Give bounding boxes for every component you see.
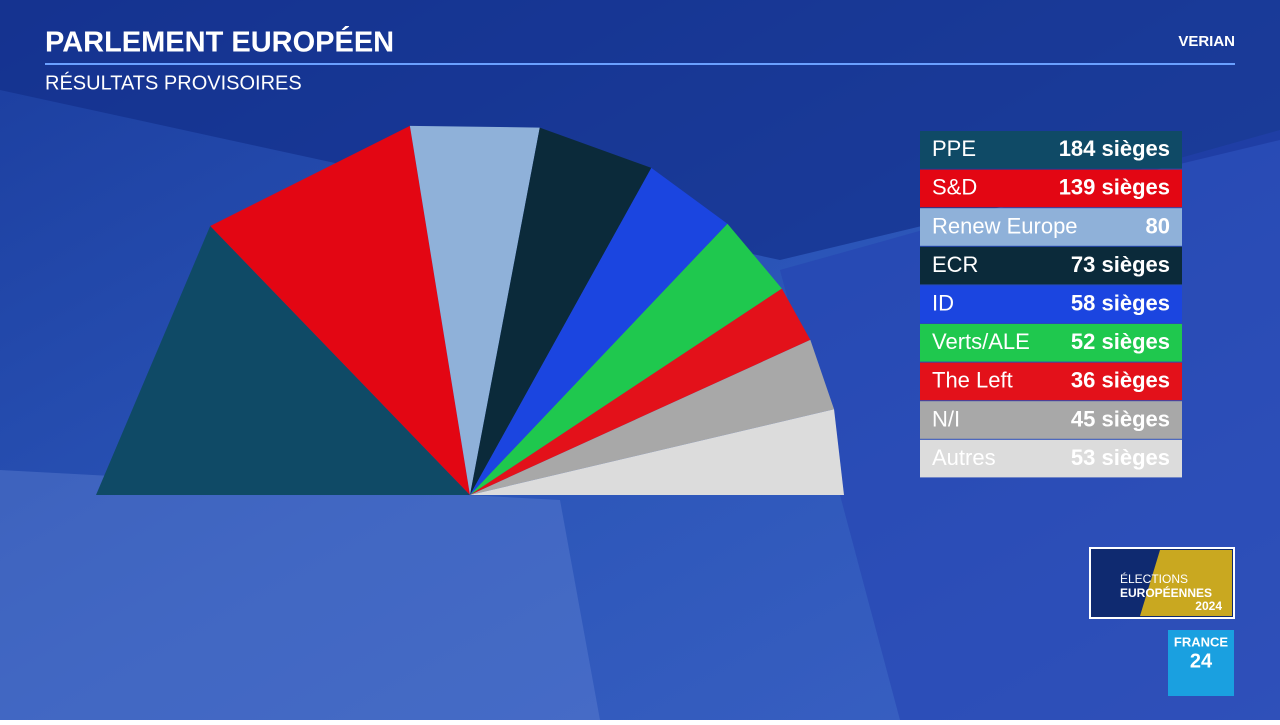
badge-text: 2024 bbox=[1195, 599, 1222, 613]
value-label: 52 sièges bbox=[1071, 329, 1170, 354]
legend-swatch bbox=[920, 401, 1182, 439]
value-label: 58 sièges bbox=[1071, 291, 1170, 316]
wedge bbox=[210, 125, 471, 496]
legend-swatch bbox=[920, 131, 1182, 169]
wedge bbox=[470, 339, 835, 495]
legend-swatch bbox=[920, 324, 1182, 362]
background-building bbox=[0, 470, 600, 720]
wedge bbox=[470, 409, 844, 495]
legend-label: S&D bbox=[932, 175, 977, 200]
badge-shape bbox=[1140, 550, 1232, 616]
legend: PPE 184 sièges S&D 139 sièges Renew Europe 80… bbox=[920, 131, 1182, 478]
wedge bbox=[470, 127, 652, 496]
chart-title: PARLEMENT EUROPÉEN bbox=[45, 25, 394, 59]
event-badge: ÉLECTIONS EUROPÉENNES 2024 bbox=[1089, 547, 1235, 619]
value-label: 184 sièges bbox=[1059, 136, 1170, 161]
logo-box bbox=[1168, 630, 1234, 696]
legend-swatch bbox=[920, 285, 1182, 323]
value-label: 45 sièges bbox=[1071, 406, 1170, 431]
legend-label: Verts/ALE bbox=[932, 329, 1030, 354]
legend-swatch bbox=[920, 362, 1182, 401]
value-label: 53 sièges bbox=[1071, 445, 1170, 470]
value-label: 139 sièges bbox=[1059, 175, 1170, 200]
wedge bbox=[470, 167, 728, 496]
badge-text: EUROPÉENNES bbox=[1120, 585, 1212, 600]
value-label: 36 sièges bbox=[1071, 368, 1170, 393]
legend-swatch bbox=[920, 439, 1182, 478]
logo-text: 24 bbox=[1190, 650, 1213, 672]
legend-swatch bbox=[920, 246, 1182, 285]
source: VERIAN bbox=[1178, 33, 1235, 50]
legend-label: Renew Europe bbox=[932, 213, 1078, 238]
legend-label: PPE bbox=[932, 136, 976, 161]
legend-label: Autres bbox=[932, 445, 996, 470]
legend-label: ID bbox=[932, 291, 954, 316]
value-label: 73 sièges bbox=[1071, 252, 1170, 277]
legend-label: N/I bbox=[932, 406, 960, 431]
logo-text: FRANCE bbox=[1174, 634, 1228, 649]
channel-logo: FRANCE 24 bbox=[1168, 630, 1234, 696]
wedge bbox=[470, 223, 782, 495]
legend-label: The Left bbox=[932, 368, 1013, 393]
chart-subtitle: RÉSULTATS PROVISOIRES bbox=[45, 71, 302, 94]
semicircle bbox=[96, 125, 844, 496]
wedge bbox=[409, 125, 540, 496]
badge-text: ÉLECTIONS bbox=[1120, 571, 1188, 586]
legend-swatch bbox=[920, 208, 1182, 246]
wedge bbox=[470, 288, 811, 495]
legend-label: ECR bbox=[932, 252, 978, 277]
value-label: 80 bbox=[1146, 213, 1170, 238]
legend-swatch bbox=[920, 169, 1182, 208]
wedge bbox=[96, 225, 470, 495]
